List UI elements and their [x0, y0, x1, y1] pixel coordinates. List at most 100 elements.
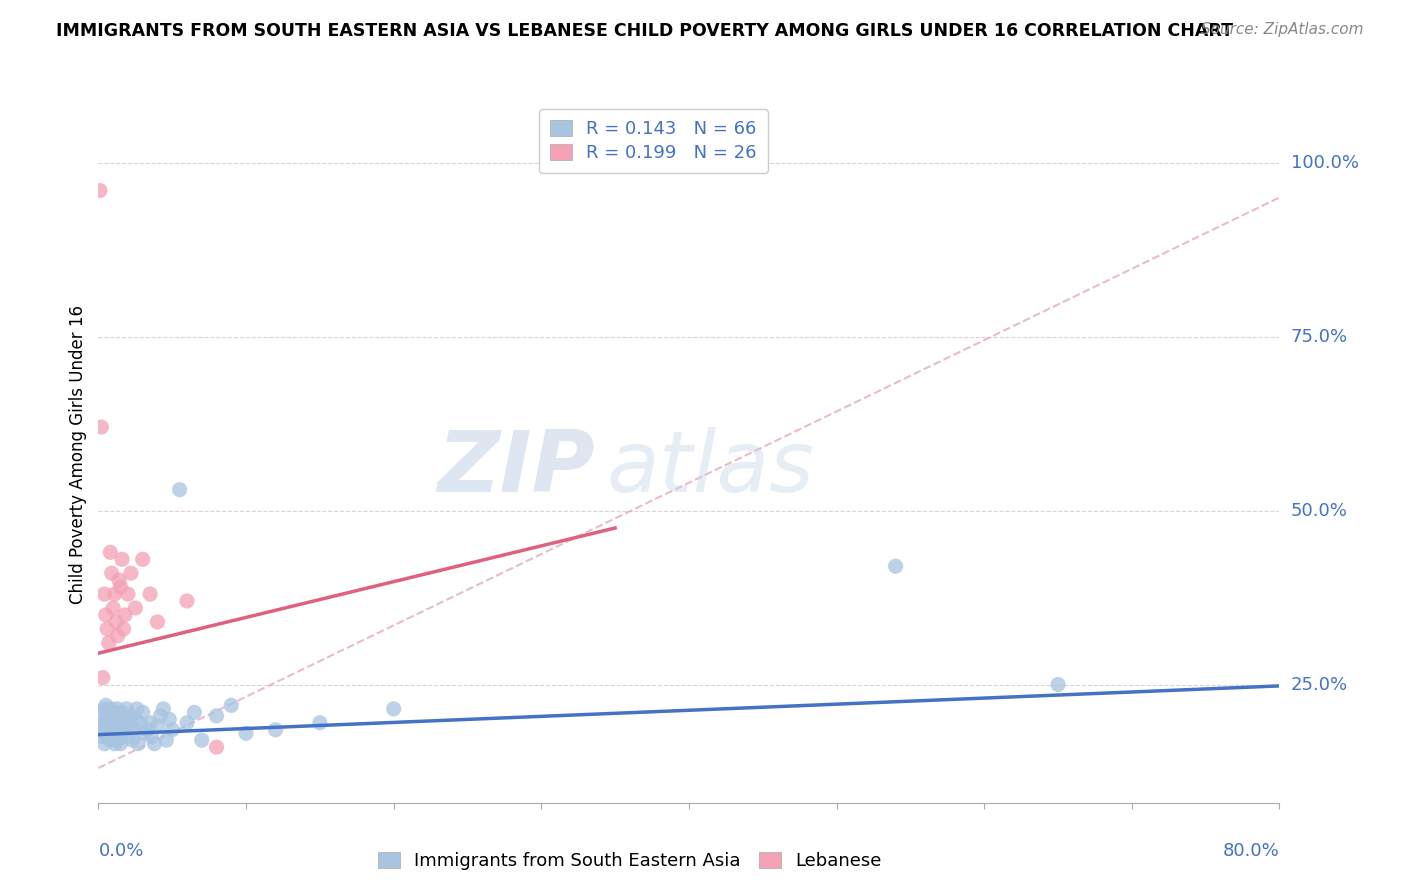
Point	[91, 715, 114, 730]
Point	[94, 607, 117, 622]
Point	[108, 573, 131, 587]
Text: IMMIGRANTS FROM SOUTH EASTERN ASIA VS LEBANESE CHILD POVERTY AMONG GIRLS UNDER 1: IMMIGRANTS FROM SOUTH EASTERN ASIA VS LE…	[56, 22, 1233, 40]
Point	[91, 671, 114, 685]
Point	[146, 719, 169, 733]
Point	[136, 723, 159, 737]
Point	[96, 712, 118, 726]
Text: 100.0%: 100.0%	[1291, 153, 1358, 171]
Point	[98, 723, 121, 737]
Point	[100, 708, 122, 723]
Point	[117, 587, 139, 601]
Point	[205, 740, 228, 755]
Point	[117, 730, 139, 744]
Point	[149, 708, 172, 723]
Point	[114, 712, 136, 726]
Point	[103, 726, 125, 740]
Point	[124, 712, 146, 726]
Point	[108, 712, 131, 726]
Point	[111, 715, 134, 730]
Point	[124, 601, 146, 615]
Point	[103, 601, 125, 615]
Point	[103, 712, 125, 726]
Point	[143, 737, 166, 751]
Point	[97, 715, 120, 730]
Point	[105, 615, 128, 629]
Point	[105, 723, 128, 737]
Point	[97, 706, 120, 720]
Point	[219, 698, 242, 713]
Point	[152, 702, 174, 716]
Point	[90, 420, 112, 434]
Point	[139, 587, 162, 601]
Point	[110, 726, 132, 740]
Point	[91, 730, 114, 744]
Point	[132, 552, 155, 566]
Point	[97, 636, 120, 650]
Point	[125, 702, 148, 716]
Point	[98, 545, 121, 559]
Point	[107, 702, 129, 716]
Text: 25.0%: 25.0%	[1291, 675, 1348, 693]
Point	[93, 702, 115, 716]
Point	[118, 719, 141, 733]
Point	[110, 580, 132, 594]
Point	[120, 708, 142, 723]
Point	[120, 566, 142, 581]
Point	[205, 708, 228, 723]
Point	[127, 737, 149, 751]
Point	[382, 702, 405, 716]
Point	[122, 723, 145, 737]
Point	[89, 723, 111, 737]
Point	[100, 702, 122, 716]
Point	[107, 733, 129, 747]
Point	[96, 730, 118, 744]
Point	[93, 737, 115, 751]
Text: 80.0%: 80.0%	[1223, 842, 1279, 860]
Point	[111, 706, 134, 720]
Text: 75.0%: 75.0%	[1291, 327, 1348, 345]
Point	[93, 587, 115, 601]
Legend: Immigrants from South Eastern Asia, Lebanese: Immigrants from South Eastern Asia, Leba…	[371, 845, 889, 877]
Point	[110, 737, 132, 751]
Text: Source: ZipAtlas.com: Source: ZipAtlas.com	[1201, 22, 1364, 37]
Point	[104, 706, 127, 720]
Point	[121, 733, 143, 747]
Point	[128, 715, 150, 730]
Point	[139, 715, 162, 730]
Point	[176, 594, 198, 608]
Text: 0.0%: 0.0%	[98, 842, 143, 860]
Point	[112, 622, 135, 636]
Point	[104, 737, 127, 751]
Point	[155, 733, 177, 747]
Point	[94, 698, 117, 713]
Point	[264, 723, 287, 737]
Text: 50.0%: 50.0%	[1291, 501, 1347, 519]
Point	[884, 559, 907, 574]
Point	[169, 483, 191, 497]
Point	[183, 706, 205, 720]
Point	[115, 702, 138, 716]
Text: ZIP: ZIP	[437, 427, 595, 510]
Point	[96, 622, 118, 636]
Point	[191, 733, 214, 747]
Point	[162, 723, 183, 737]
Point	[89, 184, 111, 198]
Point	[176, 715, 198, 730]
Point	[112, 723, 135, 737]
Point	[90, 706, 112, 720]
Point	[105, 715, 128, 730]
Point	[134, 726, 156, 740]
Point	[132, 706, 155, 720]
Point	[100, 566, 122, 581]
Text: atlas: atlas	[606, 427, 814, 510]
Point	[90, 719, 112, 733]
Point	[98, 733, 121, 747]
Point	[141, 730, 163, 744]
Point	[157, 712, 180, 726]
Point	[94, 726, 117, 740]
Point	[114, 607, 136, 622]
Point	[104, 587, 127, 601]
Point	[146, 615, 169, 629]
Point	[111, 552, 134, 566]
Point	[107, 629, 129, 643]
